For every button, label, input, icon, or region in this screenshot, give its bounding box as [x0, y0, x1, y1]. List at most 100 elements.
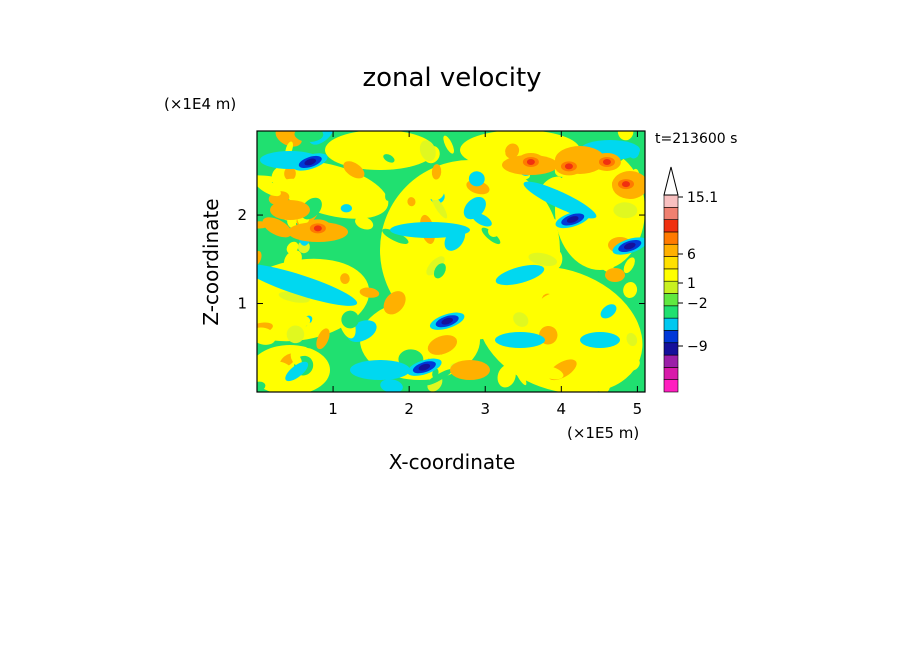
- colorbar-swatch: [663, 305, 679, 319]
- contour-region: [535, 365, 564, 380]
- contour-region: [495, 332, 545, 348]
- contour-region: [427, 335, 458, 355]
- contour-region: [573, 371, 593, 388]
- contour-region: [257, 264, 358, 306]
- contour-region: [580, 332, 620, 348]
- negative-velocity-core: [624, 242, 636, 250]
- x-tick-label: 1: [328, 400, 338, 418]
- contour-region: [294, 131, 324, 142]
- contour-region: [383, 291, 406, 315]
- colorbar-swatch: [663, 219, 679, 233]
- contour-region: [425, 181, 445, 201]
- contour-region: [340, 204, 352, 213]
- contour-region: [433, 263, 446, 279]
- colorbar-tick-label: −2: [687, 296, 708, 312]
- contour-region: [340, 188, 356, 203]
- contour-region: [359, 287, 380, 298]
- contour-region: [497, 364, 516, 388]
- time-label: t=213600 s: [655, 131, 737, 147]
- negative-velocity-core: [304, 158, 317, 166]
- contour-region: [523, 181, 597, 219]
- colorbar-swatch: [663, 256, 679, 270]
- colorbar-swatch: [663, 243, 679, 257]
- contour-region: [390, 222, 470, 238]
- contour-region: [441, 270, 454, 285]
- contour-region: [559, 321, 581, 342]
- contour-region: [383, 154, 395, 163]
- contour-region: [262, 217, 292, 238]
- chart-title: zonal velocity: [362, 63, 541, 93]
- contour-region: [468, 289, 495, 308]
- contour-region: [443, 135, 454, 154]
- contour-region: [505, 192, 531, 216]
- contour-region: [316, 328, 330, 350]
- contour-region: [419, 140, 436, 162]
- contour-region: [597, 193, 613, 207]
- contour-region: [277, 178, 304, 194]
- contour-region: [487, 218, 516, 238]
- contour-region: [468, 171, 485, 187]
- contour-region: [260, 282, 276, 298]
- positive-velocity-core: [526, 158, 535, 165]
- x-tick-label: 4: [557, 400, 567, 418]
- contour-region: [431, 196, 448, 219]
- plot-frame: [256, 130, 646, 393]
- contour-region: [450, 360, 490, 380]
- contour-region: [286, 325, 305, 344]
- colorbar-swatch: [663, 379, 679, 393]
- contour-region: [306, 322, 316, 332]
- x-tick-label: 5: [633, 400, 643, 418]
- contour-region: [341, 310, 359, 329]
- colorbar-swatch: [663, 354, 679, 368]
- contour-region: [290, 351, 302, 367]
- contour-region: [469, 248, 480, 268]
- contour-region: [432, 368, 439, 379]
- colorbar-swatch: [663, 367, 679, 380]
- contour-region: [491, 292, 517, 311]
- contour-region: [283, 250, 302, 271]
- contour-region: [527, 293, 544, 303]
- contour-region: [426, 256, 445, 276]
- x-tick-label: 3: [480, 400, 490, 418]
- contour-region: [492, 191, 505, 204]
- contour-region: [623, 257, 635, 274]
- negative-velocity-core: [441, 317, 453, 325]
- colorbar-swatch: [663, 293, 679, 307]
- contour-region: [613, 202, 638, 219]
- contour-region: [532, 204, 545, 225]
- contour-region: [325, 131, 435, 170]
- contour-region: [512, 361, 527, 386]
- contour-region: [257, 176, 281, 197]
- contour-region: [597, 214, 606, 228]
- contour-region: [257, 381, 266, 392]
- colorbar-tick-label: 1: [687, 276, 696, 292]
- positive-velocity-core: [621, 181, 630, 188]
- colorbar-tick-label: 6: [687, 247, 696, 263]
- contour-region: [591, 363, 611, 392]
- colorbar-swatch: [663, 207, 679, 220]
- contour-region: [472, 212, 492, 227]
- contour-region: [528, 252, 558, 267]
- contour-region: [407, 197, 416, 207]
- colorbar-swatch: [663, 342, 679, 356]
- y-tick-label: 1: [237, 295, 247, 313]
- contour-region: [382, 228, 409, 244]
- contour-region: [350, 360, 410, 380]
- contour-region: [378, 131, 392, 151]
- contour-region: [355, 216, 374, 230]
- y-unit-label: (×1E4 m): [164, 95, 236, 113]
- contour-region: [285, 361, 309, 382]
- colorbar-swatch: [663, 268, 679, 282]
- colorbar: 15.1 6 1 −2 −9: [663, 166, 718, 393]
- x-unit-label: (×1E5 m): [567, 424, 639, 442]
- colorbar-tick-label: −9: [687, 339, 708, 355]
- contour-region: [547, 141, 554, 156]
- negative-velocity-core: [566, 216, 579, 223]
- contour-region: [343, 161, 365, 179]
- contour-region: [380, 379, 403, 392]
- y-axis-label: Z-coordinate: [199, 198, 223, 325]
- contour-region: [433, 240, 445, 252]
- colorbar-extend-arrow: [663, 166, 679, 196]
- contour-region: [495, 264, 545, 286]
